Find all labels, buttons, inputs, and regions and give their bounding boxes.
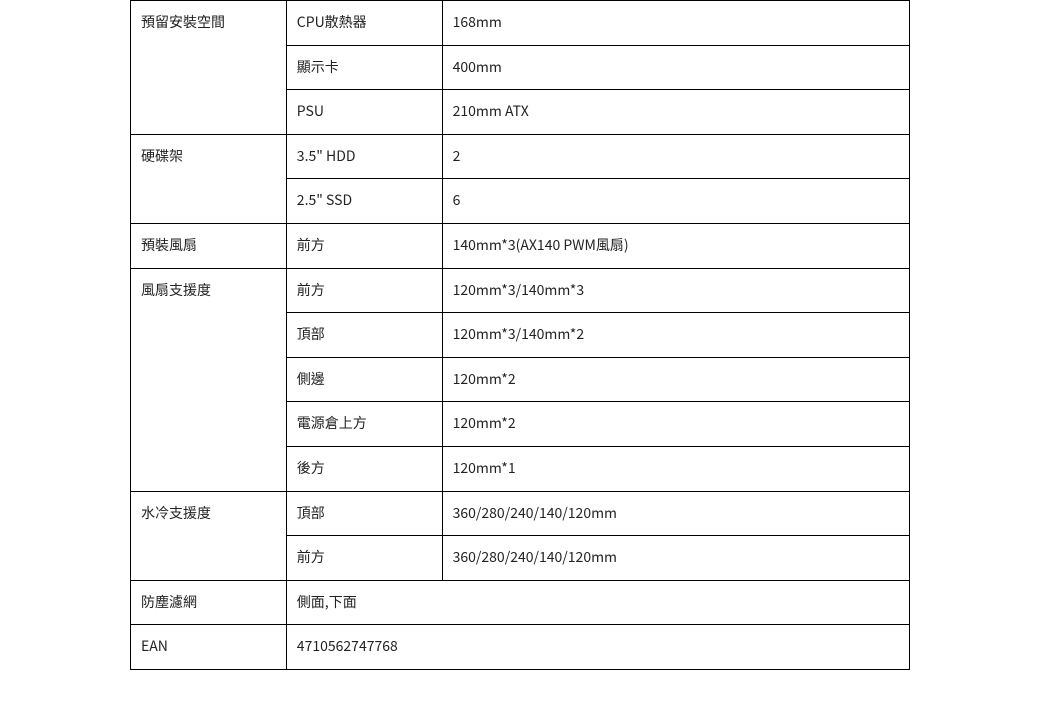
spec-subcategory: 2.5" SSD (286, 179, 442, 224)
spec-subcategory: CPU散熱器 (286, 1, 442, 46)
table-row: 預留安裝空間CPU散熱器168mm (131, 1, 910, 46)
spec-value: 210mm ATX (442, 90, 909, 135)
spec-subcategory: 電源倉上方 (286, 402, 442, 447)
spec-subcategory: 3.5" HDD (286, 134, 442, 179)
spec-value: 360/280/240/140/120mm (442, 536, 909, 581)
spec-category: 水冷支援度 (131, 491, 287, 580)
spec-subcategory: 後方 (286, 446, 442, 491)
table-row: EAN4710562747768 (131, 625, 910, 670)
spec-category: 風扇支援度 (131, 268, 287, 491)
spec-subcategory: 顯示卡 (286, 45, 442, 90)
table-row: 硬碟架3.5" HDD2 (131, 134, 910, 179)
spec-value: 120mm*3/140mm*3 (442, 268, 909, 313)
spec-category: 預留安裝空間 (131, 1, 287, 135)
spec-value: 120mm*2 (442, 402, 909, 447)
spec-value: 360/280/240/140/120mm (442, 491, 909, 536)
table-row: 防塵濾網側面,下面 (131, 580, 910, 625)
spec-value: 4710562747768 (286, 625, 909, 670)
spec-subcategory: 前方 (286, 223, 442, 268)
spec-value: 120mm*2 (442, 357, 909, 402)
spec-value: 120mm*3/140mm*2 (442, 313, 909, 358)
table-row: 預裝風扇前方140mm*3(AX140 PWM風扇) (131, 223, 910, 268)
spec-value: 400mm (442, 45, 909, 90)
spec-value: 6 (442, 179, 909, 224)
spec-table: 預留安裝空間CPU散熱器168mm顯示卡400mmPSU210mm ATX硬碟架… (130, 0, 910, 670)
spec-subcategory: 頂部 (286, 491, 442, 536)
spec-subcategory: 頂部 (286, 313, 442, 358)
spec-category: 防塵濾網 (131, 580, 287, 625)
table-row: 風扇支援度前方120mm*3/140mm*3 (131, 268, 910, 313)
spec-category: 硬碟架 (131, 134, 287, 223)
spec-category: EAN (131, 625, 287, 670)
spec-subcategory: 前方 (286, 536, 442, 581)
spec-value: 側面,下面 (286, 580, 909, 625)
spec-value: 120mm*1 (442, 446, 909, 491)
spec-subcategory: 前方 (286, 268, 442, 313)
spec-subcategory: 側邊 (286, 357, 442, 402)
spec-category: 預裝風扇 (131, 223, 287, 268)
spec-value: 140mm*3(AX140 PWM風扇) (442, 223, 909, 268)
spec-value: 2 (442, 134, 909, 179)
spec-value: 168mm (442, 1, 909, 46)
spec-subcategory: PSU (286, 90, 442, 135)
table-row: 水冷支援度頂部360/280/240/140/120mm (131, 491, 910, 536)
